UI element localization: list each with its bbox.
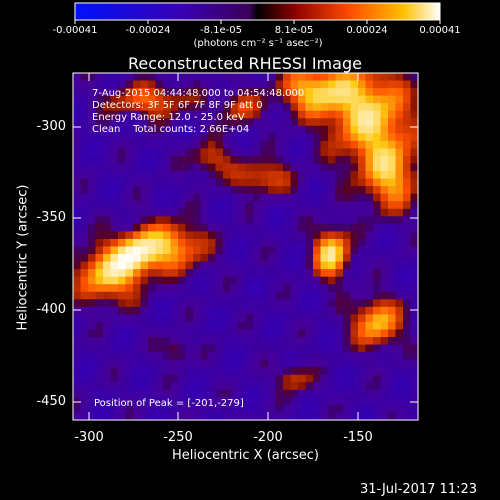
colorbar-tick: -0.00041 bbox=[52, 25, 98, 36]
y-axis-label: Heliocentric Y (arcsec) bbox=[15, 184, 31, 331]
energy-range-text: Energy Range: 12.0 - 25.0 keV bbox=[92, 112, 245, 123]
colorbar-tick: -8.1e-05 bbox=[200, 25, 242, 36]
colorbar-tick: -0.00024 bbox=[125, 25, 171, 36]
peak-position-text: Position of Peak = [-201,-279] bbox=[94, 398, 244, 409]
y-tick-label: -300 bbox=[36, 119, 66, 134]
colorbar-tick: 8.1e-05 bbox=[274, 25, 314, 36]
colorbar-tick: 0.00024 bbox=[346, 25, 388, 36]
solar-image bbox=[73, 73, 419, 421]
time-range-text: 7-Aug-2015 04:44:48.000 to 04:54:48.000 bbox=[92, 88, 305, 99]
chart-title: Reconstructed RHESSI Image bbox=[128, 54, 362, 73]
x-axis-label: Heliocentric X (arcsec) bbox=[172, 448, 319, 463]
colorbar-tick: 0.00041 bbox=[419, 25, 461, 36]
x-tick-label: -150 bbox=[343, 430, 373, 445]
x-tick-label: -300 bbox=[74, 430, 104, 445]
y-tick-label: -400 bbox=[36, 302, 66, 317]
y-tick-label: -450 bbox=[36, 394, 66, 409]
plot-frame bbox=[72, 72, 419, 421]
clean-counts-text: Clean Total counts: 2.66E+04 bbox=[92, 124, 250, 135]
y-tick-label: -350 bbox=[36, 210, 66, 225]
x-tick-label: -200 bbox=[253, 430, 283, 445]
detectors-text: Detectors: 3F 5F 6F 7F 8F 9F att 0 bbox=[92, 100, 263, 111]
colorbar bbox=[74, 2, 441, 21]
colorbar-units: (photons cm⁻² s⁻¹ asec⁻²) bbox=[193, 38, 323, 49]
x-tick-label: -250 bbox=[163, 430, 193, 445]
footer-timestamp: 31-Jul-2017 11:23 bbox=[360, 482, 478, 497]
